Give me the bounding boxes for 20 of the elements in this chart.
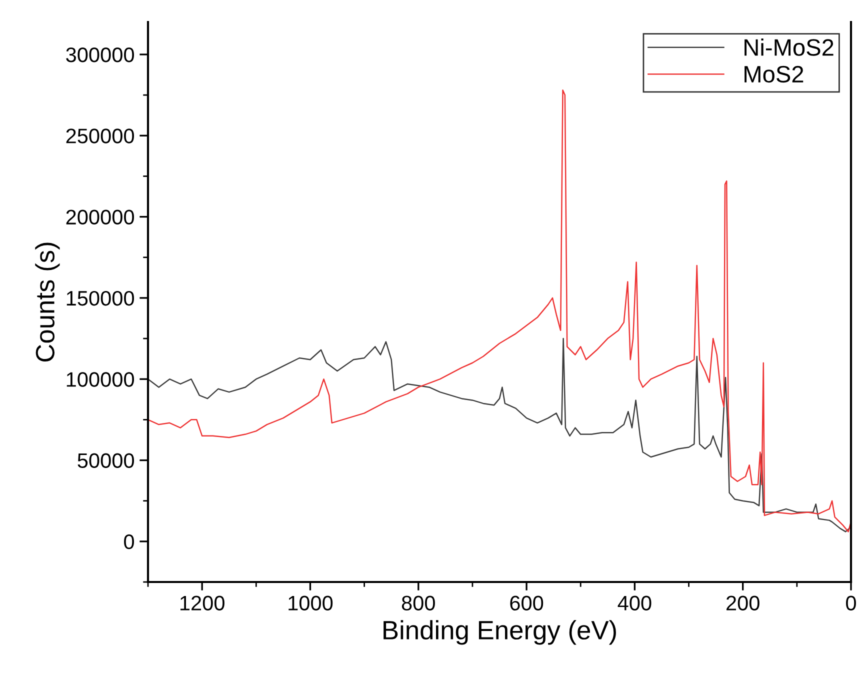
x-tick-label: 1200	[180, 596, 224, 610]
legend-label: MoS2	[744, 66, 804, 83]
x-tick-label: 200	[726, 596, 760, 610]
x-tick-label: 1000	[288, 596, 333, 610]
y-tick-label: 300000	[66, 47, 134, 62]
legend-label: Ni-MoS2	[744, 38, 834, 56]
y-tick-label: 50000	[78, 453, 134, 468]
x-axis-title: Binding Energy (eV)	[384, 620, 616, 645]
x-tick-label: 600	[510, 596, 544, 610]
y-tick-label: 100000	[66, 372, 134, 387]
y-tick-label: 150000	[66, 290, 134, 306]
x-tick-label: 0	[846, 596, 856, 610]
line-series	[148, 90, 851, 532]
x-tick-label: 800	[402, 596, 435, 610]
y-tick-label: 250000	[66, 128, 134, 144]
y-tick-label: 0	[124, 534, 134, 550]
x-tick-label: 400	[618, 596, 652, 610]
line-series	[148, 338, 851, 532]
y-tick-label: 200000	[66, 210, 134, 225]
y-axis-title: Counts (s)	[35, 242, 60, 362]
